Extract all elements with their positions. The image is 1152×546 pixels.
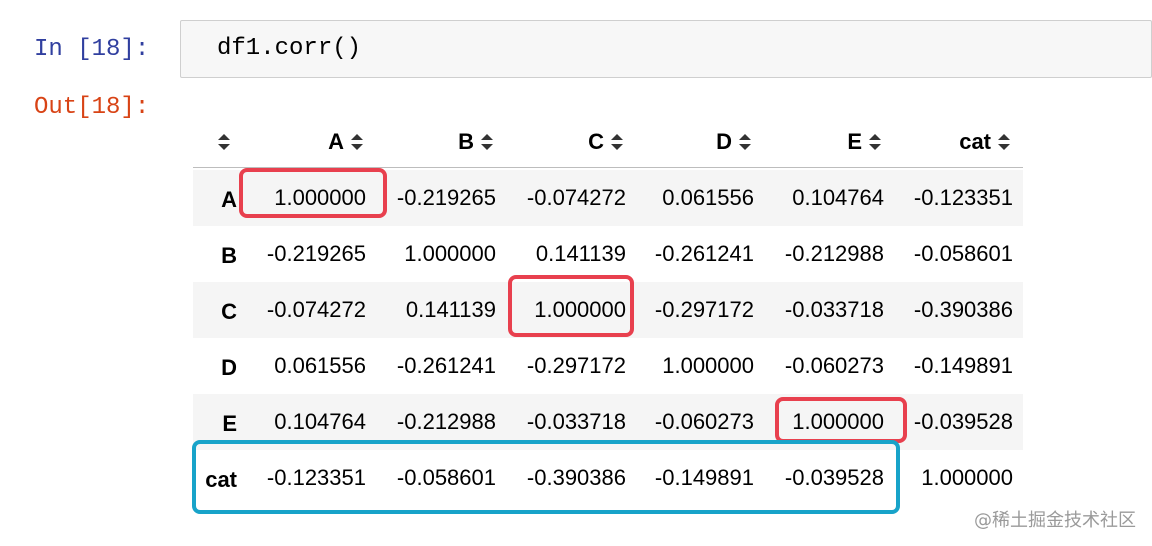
table-cell: -0.074272	[526, 185, 626, 210]
table-cell: -0.390386	[526, 465, 626, 490]
table-cell: -0.039528	[913, 409, 1013, 434]
sort-icon[interactable]	[868, 133, 882, 151]
column-header: B	[458, 129, 474, 154]
table-cell: -0.123351	[913, 185, 1013, 210]
sort-icon[interactable]	[480, 133, 494, 151]
row-index: A	[221, 187, 237, 212]
table-cell: 1.000000	[921, 465, 1013, 490]
input-prompt: In [18]:	[34, 36, 150, 63]
table-cell: -0.039528	[784, 465, 884, 490]
column-header: C	[588, 129, 604, 154]
table-cell: 0.061556	[274, 353, 366, 378]
code-text[interactable]: df1.corr()	[217, 35, 362, 62]
table-cell: -0.219265	[396, 185, 496, 210]
table-cell: -0.074272	[266, 297, 366, 322]
sort-icon[interactable]	[997, 133, 1011, 151]
table-cell: 1.000000	[274, 185, 366, 210]
table-cell: -0.219265	[266, 241, 366, 266]
highlight-box	[239, 168, 387, 218]
column-header: D	[716, 129, 732, 154]
table-cell: 0.141139	[405, 297, 496, 322]
table-cell: -0.212988	[784, 241, 884, 266]
table-cell: -0.060273	[654, 409, 754, 434]
table-cell: -0.123351	[266, 465, 366, 490]
table-cell: -0.058601	[396, 465, 496, 490]
row-index: B	[221, 243, 237, 268]
highlight-box	[775, 397, 907, 443]
table-cell: -0.261241	[396, 353, 496, 378]
table-cell: -0.212988	[396, 409, 496, 434]
output-prompt: Out[18]:	[34, 94, 150, 121]
table-cell: 0.104764	[792, 185, 884, 210]
table-cell: -0.297172	[654, 297, 754, 322]
table-cell: -0.149891	[913, 353, 1013, 378]
table-cell: -0.149891	[654, 465, 754, 490]
table-cell: 0.104764	[274, 409, 366, 434]
table-cell: -0.390386	[913, 297, 1013, 322]
highlight-box	[192, 440, 900, 514]
column-header: A	[328, 129, 344, 154]
sort-icon[interactable]	[738, 133, 752, 151]
table-cell: -0.058601	[913, 241, 1013, 266]
column-header: cat	[959, 129, 991, 154]
table-cell: -0.261241	[654, 241, 754, 266]
table-cell: 0.061556	[662, 185, 754, 210]
header-rule	[193, 167, 1023, 168]
table-cell: 1.000000	[534, 297, 626, 322]
sort-icon[interactable]	[610, 133, 624, 151]
table-cell: -0.033718	[526, 409, 626, 434]
table-cell: 1.000000	[662, 353, 754, 378]
row-index: E	[222, 411, 237, 436]
row-index: cat	[205, 467, 237, 492]
sort-icon[interactable]	[350, 133, 364, 151]
highlight-box	[508, 275, 634, 337]
table-cell: 1.000000	[404, 241, 496, 266]
table-cell: -0.297172	[526, 353, 626, 378]
column-header: E	[847, 129, 862, 154]
table-cell: -0.060273	[784, 353, 884, 378]
sort-icon[interactable]	[217, 133, 231, 151]
table-cell: 1.000000	[792, 409, 884, 434]
table-cell: -0.033718	[784, 297, 884, 322]
watermark: @稀土掘金技术社区	[974, 510, 1136, 531]
code-cell[interactable]: df1.corr()	[180, 20, 1152, 78]
row-index: D	[221, 355, 237, 380]
table-cell: 0.141139	[535, 241, 626, 266]
row-index: C	[221, 299, 237, 324]
row-stripe	[193, 282, 1023, 338]
